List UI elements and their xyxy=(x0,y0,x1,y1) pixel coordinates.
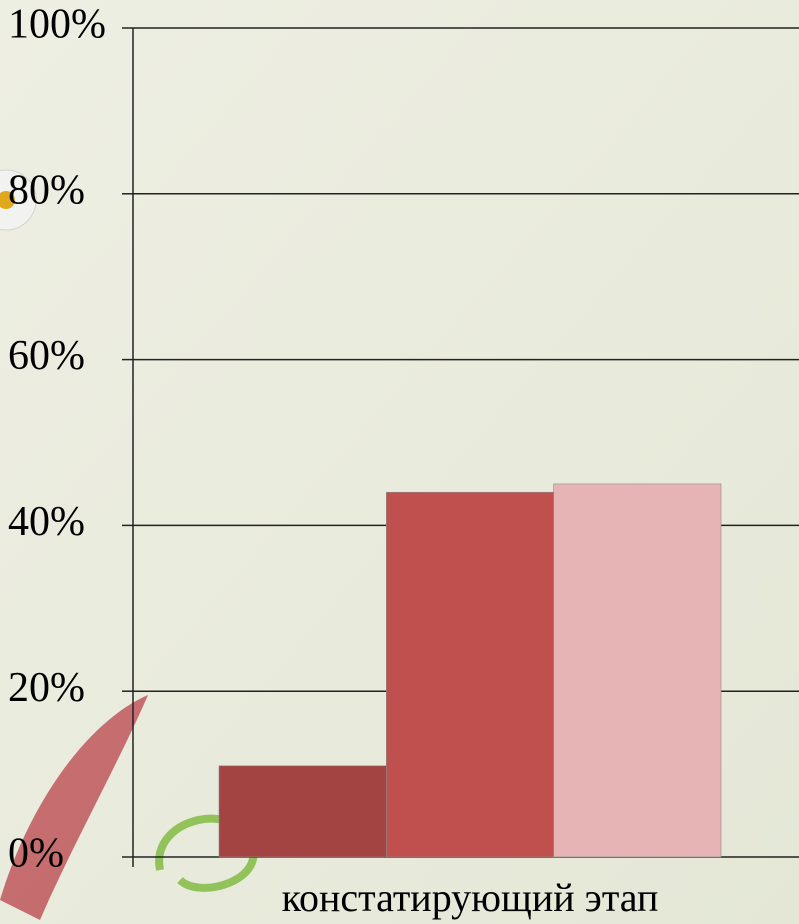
x-tick-label: констатирующий этап xyxy=(282,875,659,920)
y-tick-label: 0% xyxy=(8,831,64,877)
bar xyxy=(554,484,721,857)
chart: 0% 20% 40% 60% 80% 100% констатирующий этап xyxy=(0,0,799,924)
y-tick-label: 60% xyxy=(8,333,85,379)
y-tick-label: 80% xyxy=(8,167,85,213)
bar xyxy=(386,492,553,857)
bar xyxy=(219,766,386,857)
page: {"chart_data": {"type": "bar", "categori… xyxy=(0,0,799,924)
y-tick-label: 20% xyxy=(8,665,85,711)
y-tick-label: 40% xyxy=(8,499,85,545)
y-tick-label: 100% xyxy=(8,2,106,48)
